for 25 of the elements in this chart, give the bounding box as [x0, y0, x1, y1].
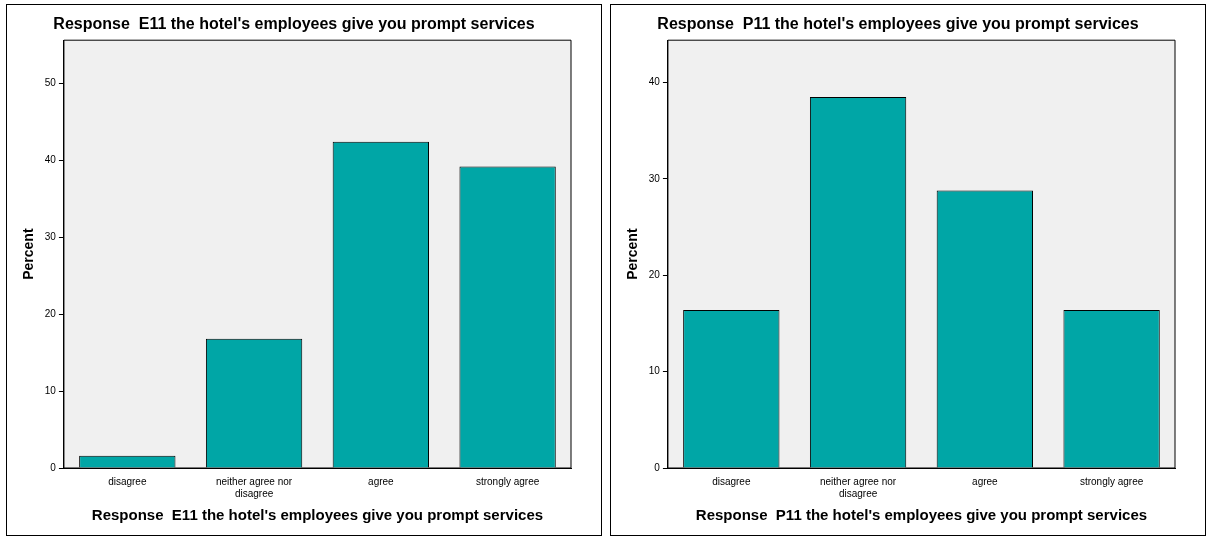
y-tick-label: 20 [44, 307, 57, 319]
y-tick-label: 30 [44, 230, 57, 242]
x-tick-label: agree [972, 475, 999, 487]
y-tick-label: 10 [648, 365, 661, 377]
y-tick-label: 0 [654, 461, 661, 473]
x-tick-label: strongly agree [475, 475, 540, 487]
x-tick-label: neither agree nor disagree [215, 475, 293, 499]
y-tick-label: 10 [44, 384, 57, 396]
x-tick-label: neither agree nor disagree [819, 475, 897, 499]
x-tick-label: disagree [108, 475, 147, 487]
y-axis-title: Percent [624, 228, 641, 280]
y-tick-label: 20 [648, 269, 661, 281]
x-tick-label: disagree [712, 475, 751, 487]
y-tick-label: 50 [44, 77, 57, 89]
y-tick-label: 0 [50, 461, 57, 473]
x-axis-title: Response E11 the hotel's employees give you prompt services [91, 506, 544, 524]
y-tick-label: 40 [44, 153, 57, 165]
y-tick-label: 40 [648, 76, 661, 88]
x-tick-label: agree [368, 475, 395, 487]
x-axis-title: Response P11 the hotel's employees give you prompt services [695, 506, 1148, 524]
chart-title: Response P11 the hotel's employees give you prompt services [657, 15, 1139, 33]
y-tick-label: 30 [648, 172, 661, 184]
x-tick-label: strongly agree [1079, 475, 1144, 487]
chart-title: Response E11 the hotel's employees give you prompt services [53, 15, 535, 33]
y-axis-title: Percent [20, 228, 37, 280]
